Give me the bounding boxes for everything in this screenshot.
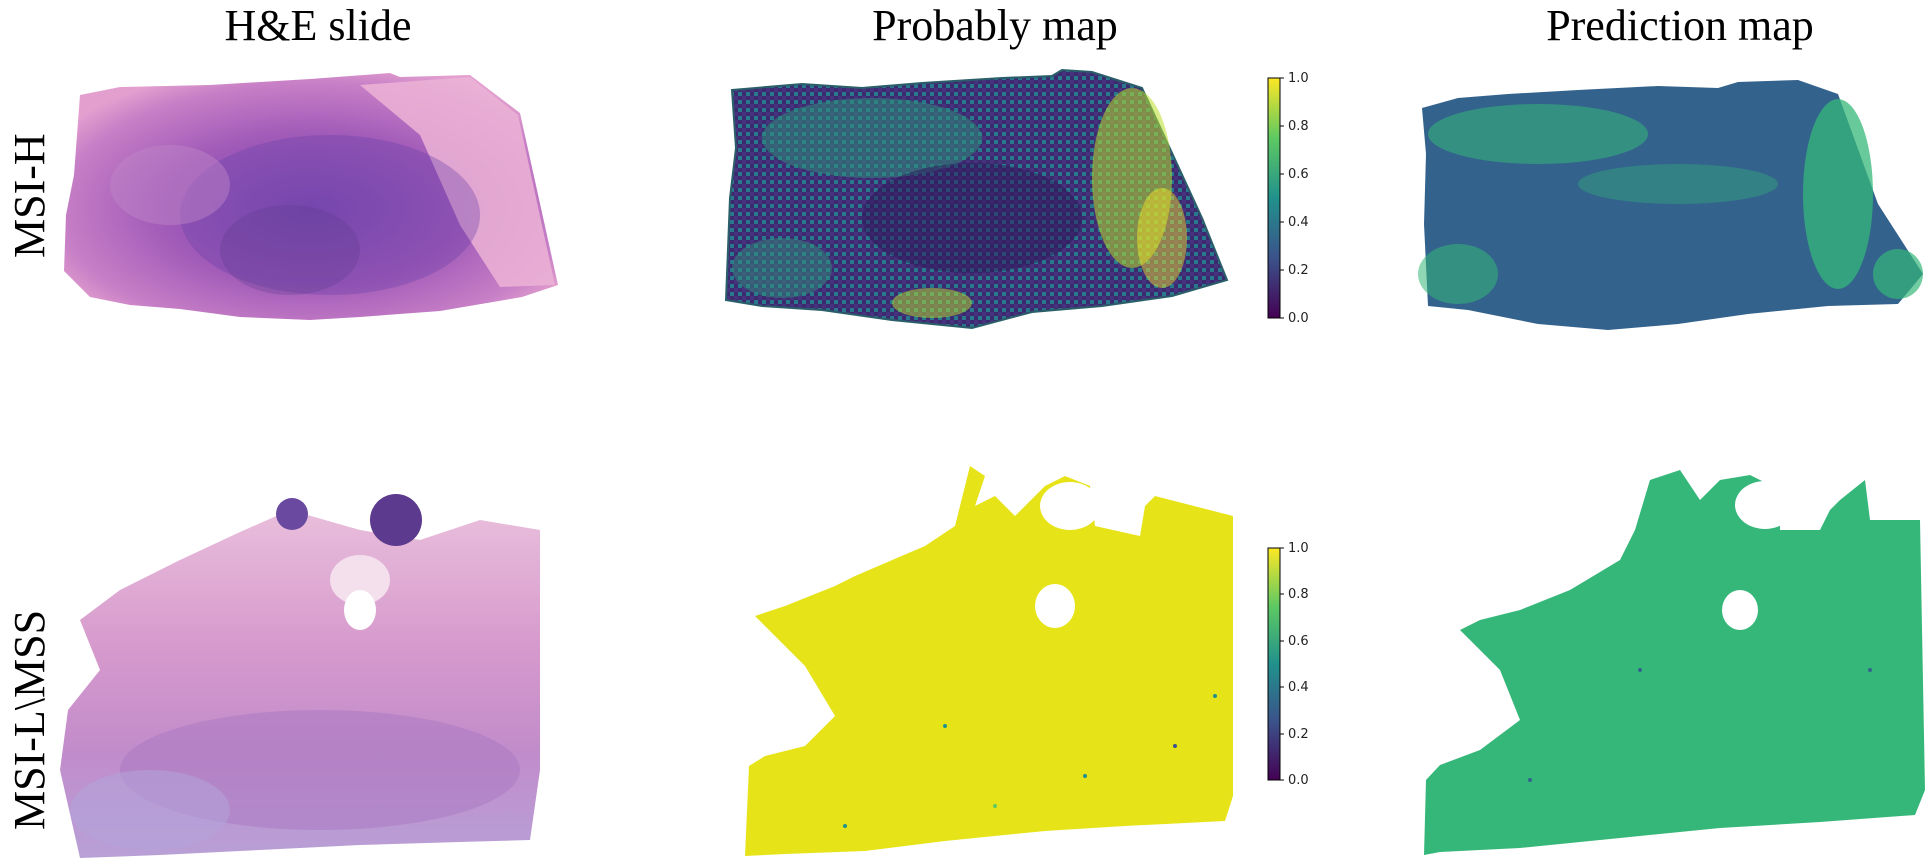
- colorbar-gradient: [1267, 77, 1281, 319]
- colorbar-tick: 0.8: [1288, 587, 1309, 602]
- colorbar-tick: 1.0: [1288, 541, 1309, 556]
- probability-map-msi-h: [724, 68, 1229, 330]
- tissue-section: [60, 510, 540, 858]
- row-label-msi-h: MSI-H: [5, 133, 54, 258]
- colorbar-tick: 1.0: [1288, 71, 1309, 86]
- colorbar-bottom: 0.0 0.2 0.4 0.6 0.8 1.0: [1267, 541, 1309, 788]
- row-label-msi-l-mss: MSI-L\MSS: [5, 609, 54, 830]
- column-title-prediction-map: Prediction map: [1546, 1, 1814, 50]
- colorbar-gradient: [1267, 547, 1281, 781]
- probability-map-msi-l-mss: [745, 466, 1233, 856]
- tissue-nodule: [370, 494, 422, 546]
- colorbar-tick: 0.2: [1288, 727, 1309, 742]
- prediction-map-msi-h: [1418, 80, 1923, 330]
- prediction-map-msi-l-mss: [1424, 470, 1925, 855]
- colorbar-tick: 0.0: [1288, 773, 1309, 788]
- colorbar-tick: 0.8: [1288, 119, 1309, 134]
- colorbar-tick: 0.6: [1288, 167, 1309, 182]
- colorbar-tick: 0.4: [1288, 680, 1309, 695]
- colorbar-tick: 0.2: [1288, 263, 1309, 278]
- colorbar-tick: 0.0: [1288, 311, 1309, 326]
- colorbar-tick: 0.6: [1288, 634, 1309, 649]
- he-slide-msi-h: [64, 73, 558, 320]
- tissue-nodule: [276, 498, 308, 530]
- column-title-he-slide: H&E slide: [224, 1, 412, 50]
- column-title-probability-map: Probably map: [872, 1, 1118, 50]
- colorbar-tick: 0.4: [1288, 215, 1309, 230]
- he-slide-msi-l-mss: [60, 494, 540, 858]
- colorbar-top: 0.0 0.2 0.4 0.6 0.8 1.0: [1267, 71, 1309, 326]
